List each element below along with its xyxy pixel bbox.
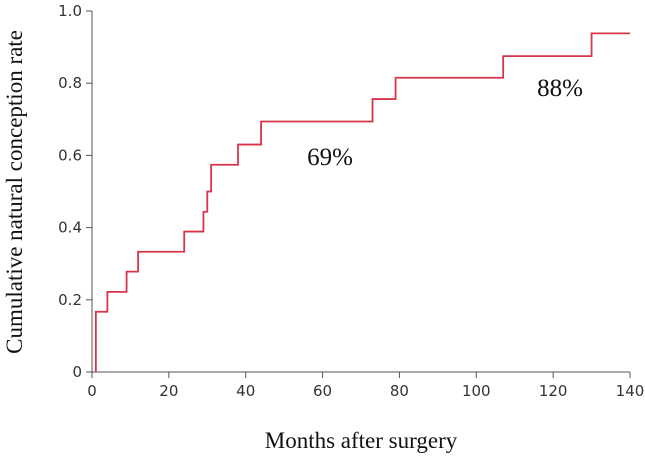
x-axis-label: Months after surgery (265, 428, 458, 453)
y-tick-label: 1.0 (58, 2, 82, 20)
annotation: 69% (307, 144, 353, 171)
annotation: 88% (537, 75, 583, 102)
y-tick-label: 0.4 (58, 219, 82, 237)
x-tick-label: 120 (539, 382, 568, 400)
y-tick-label: 0 (72, 363, 82, 381)
x-tick-label: 40 (236, 382, 255, 400)
x-tick-label: 140 (616, 382, 645, 400)
survival-curve (94, 32, 630, 372)
x-tick-label: 20 (159, 382, 178, 400)
x-tick-label: 60 (313, 382, 332, 400)
y-tick-label: 0.8 (58, 74, 82, 92)
y-tick-label: 0.6 (58, 146, 82, 164)
y-tick-label: 0.2 (58, 291, 82, 309)
x-tick-label: 80 (390, 382, 409, 400)
x-tick-label: 100 (462, 382, 491, 400)
x-tick-label: 0 (87, 382, 97, 400)
y-axis-label: Cumulative natural conception rate (2, 30, 27, 354)
